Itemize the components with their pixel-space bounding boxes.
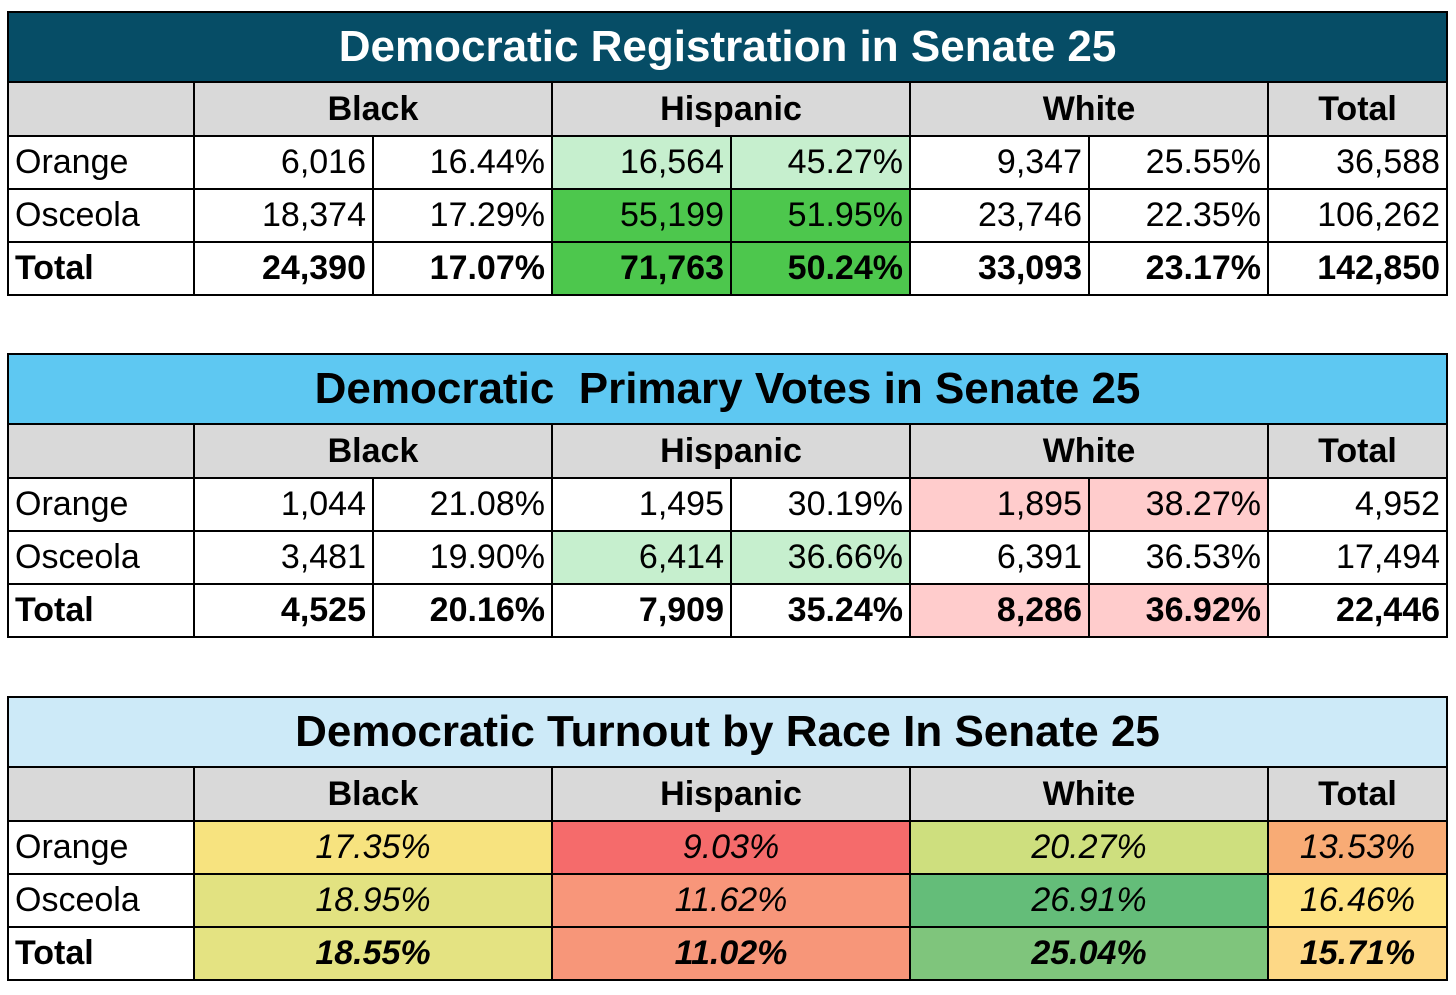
black-count: 1,044 [193,477,374,532]
white-count: 8,286 [909,583,1090,638]
header-white: White [909,423,1269,479]
table-row: Orange 6,016 16.44% 16,564 45.27% 9,347 … [7,135,1449,190]
total-turnout: 13.53% [1266,820,1449,875]
total-count: 106,262 [1266,188,1449,243]
total-count: 17,494 [1266,530,1449,585]
header-blank [7,423,195,479]
table-row: Orange 1,044 21.08% 1,495 30.19% 1,895 3… [7,477,1449,532]
header-black: Black [193,423,553,479]
hispanic-pct: 36.66% [730,530,911,585]
hispanic-pct: 50.24% [730,241,911,296]
row-label: Osceola [7,873,195,928]
hispanic-count: 71,763 [551,241,732,296]
total-turnout: 16.46% [1266,873,1449,928]
white-pct: 25.55% [1088,135,1269,190]
white-turnout: 25.04% [909,926,1269,981]
header-hispanic: Hispanic [551,81,911,137]
hispanic-count: 1,495 [551,477,732,532]
row-label: Osceola [7,188,195,243]
header-total: Total [1266,423,1449,479]
hispanic-turnout: 9.03% [551,820,911,875]
hispanic-turnout: 11.02% [551,926,911,981]
header-total: Total [1266,81,1449,137]
header-hispanic: Hispanic [551,423,911,479]
white-pct: 38.27% [1088,477,1269,532]
table-row-total: Total 18.55% 11.02% 25.04% 15.71% [7,926,1449,981]
header-blank [7,766,195,822]
total-count: 142,850 [1266,241,1449,296]
table-row-total: Total 4,525 20.16% 7,909 35.24% 8,286 36… [7,583,1449,638]
table-row: Orange 17.35% 9.03% 20.27% 13.53% [7,820,1449,875]
header-black: Black [193,81,553,137]
registration-table: Democratic Registration in Senate 25 Bla… [6,11,1449,296]
white-count: 1,895 [909,477,1090,532]
black-count: 18,374 [193,188,374,243]
header-black: Black [193,766,553,822]
hispanic-pct: 45.27% [730,135,911,190]
black-pct: 17.07% [372,241,553,296]
black-count: 6,016 [193,135,374,190]
primary-votes-table: Democratic Primary Votes in Senate 25 Bl… [6,353,1449,638]
table-row: Osceola 18.95% 11.62% 26.91% 16.46% [7,873,1449,928]
hispanic-count: 6,414 [551,530,732,585]
primary-title: Democratic Primary Votes in Senate 25 [6,353,1449,425]
hispanic-pct: 51.95% [730,188,911,243]
black-pct: 16.44% [372,135,553,190]
total-count: 22,446 [1266,583,1449,638]
row-label: Orange [7,820,195,875]
hispanic-pct: 35.24% [730,583,911,638]
black-count: 24,390 [193,241,374,296]
header-blank [7,81,195,137]
table-row: Osceola 18,374 17.29% 55,199 51.95% 23,7… [7,188,1449,243]
black-pct: 20.16% [372,583,553,638]
header-hispanic: Hispanic [551,766,911,822]
header-white: White [909,766,1269,822]
white-count: 6,391 [909,530,1090,585]
row-label: Total [7,583,195,638]
white-pct: 36.53% [1088,530,1269,585]
white-pct: 22.35% [1088,188,1269,243]
black-count: 4,525 [193,583,374,638]
black-pct: 21.08% [372,477,553,532]
turnout-table: Democratic Turnout by Race In Senate 25 … [6,696,1449,981]
hispanic-count: 16,564 [551,135,732,190]
turnout-title: Democratic Turnout by Race In Senate 25 [6,696,1449,768]
black-pct: 17.29% [372,188,553,243]
table-row-total: Total 24,390 17.07% 71,763 50.24% 33,093… [7,241,1449,296]
row-label: Orange [7,477,195,532]
row-label: Osceola [7,530,195,585]
white-pct: 23.17% [1088,241,1269,296]
white-count: 23,746 [909,188,1090,243]
total-turnout: 15.71% [1266,926,1449,981]
white-count: 33,093 [909,241,1090,296]
white-turnout: 20.27% [909,820,1269,875]
hispanic-pct: 30.19% [730,477,911,532]
row-label: Total [7,241,195,296]
header-total: Total [1266,766,1449,822]
registration-title: Democratic Registration in Senate 25 [6,11,1449,83]
hispanic-count: 55,199 [551,188,732,243]
hispanic-turnout: 11.62% [551,873,911,928]
white-count: 9,347 [909,135,1090,190]
black-pct: 19.90% [372,530,553,585]
table-row: Osceola 3,481 19.90% 6,414 36.66% 6,391 … [7,530,1449,585]
hispanic-count: 7,909 [551,583,732,638]
row-label: Orange [7,135,195,190]
total-count: 4,952 [1266,477,1449,532]
white-turnout: 26.91% [909,873,1269,928]
white-pct: 36.92% [1088,583,1269,638]
header-white: White [909,81,1269,137]
total-count: 36,588 [1266,135,1449,190]
black-turnout: 18.55% [193,926,553,981]
black-turnout: 17.35% [193,820,553,875]
black-turnout: 18.95% [193,873,553,928]
black-count: 3,481 [193,530,374,585]
row-label: Total [7,926,195,981]
